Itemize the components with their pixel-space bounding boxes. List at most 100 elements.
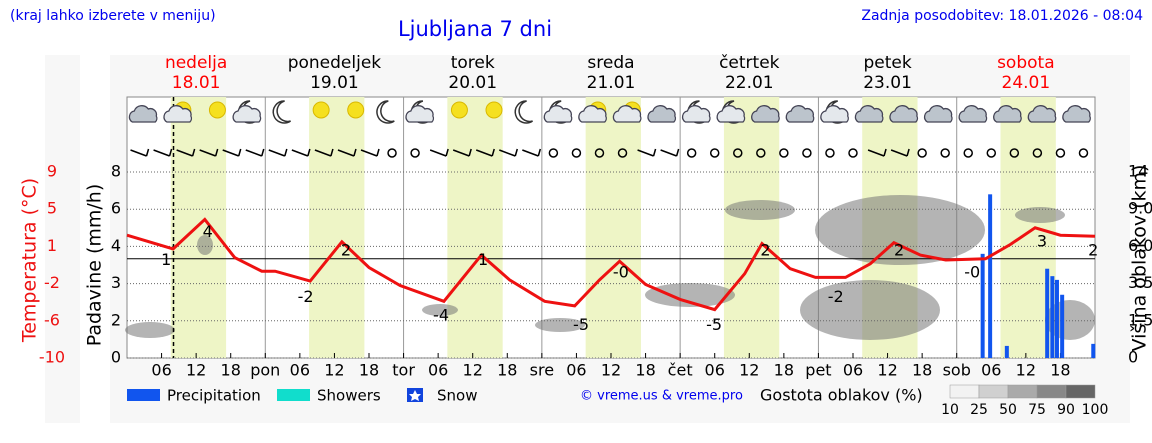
x-tick-label: 12 — [186, 361, 206, 380]
wind-calm — [709, 148, 720, 158]
wind-barb — [452, 148, 472, 157]
cloud-icon — [716, 105, 746, 123]
precip-bar — [1054, 279, 1059, 358]
x-tick-label: sre — [530, 361, 554, 380]
x-tick-label: 06 — [428, 361, 448, 380]
updated: Zadnja posodobitev: 18.01.2026 - 08:04 — [861, 8, 1143, 24]
wind-calm — [848, 148, 858, 158]
wind-barb — [867, 148, 887, 157]
x-tick-label: pon — [250, 361, 280, 380]
temp-label: 4 — [203, 222, 213, 241]
x-tick-label: 18 — [912, 361, 932, 380]
moon-icon — [272, 100, 292, 124]
x-tick-label: 12 — [1016, 361, 1036, 380]
day-name: torek — [451, 53, 495, 73]
temp-label: -5 — [573, 315, 589, 334]
y2-axis-title: Višina oblakov (km) — [1129, 165, 1151, 352]
temp-tick-label: -6 — [44, 310, 60, 329]
x-tick-label: 12 — [877, 361, 897, 380]
wind-barb — [499, 148, 519, 157]
temp-label: -5 — [706, 315, 722, 334]
wind-calm — [779, 148, 789, 158]
temperature-line — [126, 217, 1096, 312]
cloud-icon — [1062, 105, 1091, 123]
legend-swatch — [277, 389, 310, 401]
y-tick-label: 4 — [111, 236, 121, 255]
daylight-band — [723, 97, 780, 358]
day-date: 18.01 — [172, 73, 221, 93]
legend-label: Precipitation — [167, 387, 261, 405]
y-tick-label: 0 — [111, 348, 121, 367]
wind-barb — [360, 148, 380, 157]
cloud-icon — [751, 105, 780, 123]
legend-swatch — [127, 389, 160, 401]
wind-barb — [522, 148, 542, 157]
x-tick-label: 06 — [981, 361, 1001, 380]
cloud-legend-swatch — [949, 384, 980, 399]
precip-bar — [980, 253, 985, 358]
x-tick-label: 06 — [705, 361, 725, 380]
x-tick-label: 18 — [774, 361, 794, 380]
temp-label: 2 — [1088, 241, 1098, 260]
cloud-icon — [889, 105, 919, 123]
cloud-icon — [612, 105, 642, 123]
wind-calm — [802, 148, 812, 158]
cloud-icon — [993, 105, 1022, 123]
temp-label: 2 — [894, 241, 904, 260]
day-date: 20.01 — [448, 73, 497, 93]
x-tick-label: 18 — [221, 361, 241, 380]
day-date: 23.01 — [863, 73, 912, 93]
temp-label: -4 — [433, 306, 449, 325]
day-name: četrtek — [719, 53, 780, 73]
x-tick-label: 18 — [497, 361, 517, 380]
cloud-icon — [785, 105, 815, 123]
moon-icon — [376, 100, 395, 124]
temp-label: 3 — [1037, 231, 1047, 250]
temp-label: 1 — [161, 250, 171, 269]
wind-barb — [291, 148, 311, 157]
day-date: 22.01 — [725, 73, 774, 93]
temp-panel — [45, 55, 80, 423]
cloud-icon — [647, 105, 677, 123]
temp-label: -2 — [298, 287, 314, 306]
y-tick-label: 8 — [111, 162, 121, 181]
cloud-legend-tick: 25 — [970, 402, 988, 418]
cloud-icon — [820, 105, 849, 123]
wind-barb — [429, 148, 449, 157]
temp-label: -0 — [964, 262, 980, 281]
wind-calm — [617, 148, 628, 158]
wind-calm — [548, 148, 559, 158]
temp-label: 2 — [341, 241, 351, 260]
temp-label: 1 — [478, 250, 488, 269]
x-tick-label: 18 — [359, 361, 379, 380]
cloud-legend-swatch — [1065, 384, 1096, 399]
day-name: sobota — [997, 53, 1055, 73]
sun-icon — [312, 101, 330, 119]
wind-calm — [963, 148, 973, 158]
cloud-legend-tick: 10 — [941, 402, 959, 418]
x-tick-label: 06 — [843, 361, 863, 380]
precip-bar — [988, 194, 993, 358]
wind-calm — [387, 148, 397, 158]
temp-tick-label: 9 — [47, 162, 57, 181]
y-tick-label: 2 — [111, 310, 121, 329]
wind-calm — [686, 148, 697, 158]
temp-tick-label: 5 — [47, 199, 57, 218]
x-tick-label: 06 — [151, 361, 171, 380]
legend-label: Snow — [437, 387, 477, 405]
wind-barb — [245, 148, 265, 157]
wind-barb — [475, 148, 495, 157]
temp-tick-label: 1 — [47, 236, 57, 255]
wind-calm — [756, 148, 766, 158]
cloud-icon — [923, 105, 953, 123]
cloud-icon — [163, 105, 193, 123]
cloud-icon — [681, 105, 711, 123]
cloud-legend-swatch — [1007, 384, 1038, 399]
cloud-legend-tick: 90 — [1057, 402, 1075, 418]
legend-label: Showers — [317, 387, 381, 405]
x-tick-label: 18 — [1050, 361, 1070, 380]
precip-bar — [1050, 276, 1055, 358]
precip-bar — [1091, 343, 1096, 358]
y-tick-label: 3 — [111, 273, 121, 292]
cloud-legend-tick: 75 — [1028, 402, 1046, 418]
